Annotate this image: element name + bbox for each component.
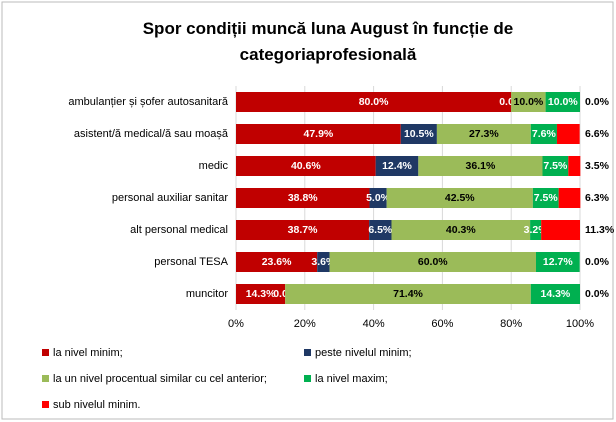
bar-segment — [530, 284, 580, 304]
bar-segment — [545, 92, 580, 112]
bar-segment — [236, 252, 318, 272]
bar-segment — [317, 252, 330, 272]
bar-segment — [556, 124, 580, 144]
value-label: 10.0% — [548, 96, 578, 108]
value-label: 10.5% — [404, 128, 434, 140]
value-label: 14.3% — [246, 288, 276, 300]
legend-label: la nivel minim; — [53, 347, 123, 359]
value-label: 12.4% — [382, 160, 412, 172]
value-label: 40.3% — [446, 224, 476, 236]
bar-segment — [436, 124, 531, 144]
x-tick-label: 20% — [294, 318, 316, 330]
bar-segment — [236, 220, 370, 240]
value-label: 36.1% — [466, 160, 496, 172]
x-tick-label: 100% — [566, 318, 594, 330]
bar-segment — [236, 92, 512, 112]
legend-label: la nivel maxim; — [315, 373, 388, 385]
bar-segment — [535, 252, 580, 272]
y-tick-label: alt personal medical — [130, 224, 228, 236]
value-label: 60.0% — [418, 256, 448, 268]
value-label: 38.8% — [288, 192, 318, 204]
value-label: 6.3% — [585, 192, 610, 204]
legend-label: peste nivelul minim; — [315, 347, 412, 359]
bar-segment — [530, 124, 557, 144]
legend-swatch — [42, 349, 49, 356]
bar-segment — [236, 124, 401, 144]
value-label: 12.7% — [543, 256, 573, 268]
value-label: 27.3% — [469, 128, 499, 140]
bar-segment — [329, 252, 536, 272]
value-label: 7.6% — [532, 128, 557, 140]
x-tick-label: 60% — [431, 318, 453, 330]
bar-segment — [236, 284, 286, 304]
legend-label: la un nivel procentual similar cu cel an… — [53, 373, 267, 385]
y-tick-label: muncitor — [186, 288, 229, 300]
bar-segment — [391, 220, 531, 240]
y-tick-label: ambulanțier și șofer autosanitară — [68, 96, 228, 108]
value-label: 71.4% — [393, 288, 423, 300]
bar-segment — [532, 188, 559, 208]
bar-segment — [511, 92, 546, 112]
value-label: 7.5% — [543, 160, 568, 172]
bar-segment — [530, 220, 542, 240]
x-tick-label: 0% — [228, 318, 244, 330]
bar-segment — [369, 220, 392, 240]
value-label: 42.5% — [445, 192, 475, 204]
value-label: 11.3% — [585, 224, 615, 236]
value-label: 14.3% — [541, 288, 571, 300]
bar-segment — [386, 188, 533, 208]
legend-swatch — [42, 401, 49, 408]
bar-segment — [568, 156, 581, 176]
y-tick-label: asistent/ă medical/ă sau moașă — [74, 128, 229, 140]
bar-segment — [375, 156, 419, 176]
bar-segment — [236, 188, 370, 208]
value-label: 38.7% — [288, 224, 318, 236]
bar-segment — [542, 156, 569, 176]
legend-swatch — [304, 349, 311, 356]
value-label: 5.0% — [366, 192, 391, 204]
x-tick-label: 80% — [500, 318, 522, 330]
legend-swatch — [304, 375, 311, 382]
bar-segment — [285, 284, 531, 304]
value-label: 80.0% — [359, 96, 389, 108]
bar-segment — [236, 156, 376, 176]
value-label: 47.9% — [303, 128, 333, 140]
legend-label: sub nivelul minim. — [53, 399, 140, 411]
bar-segment — [400, 124, 437, 144]
value-label: 3.5% — [585, 160, 610, 172]
y-tick-label: medic — [199, 160, 229, 172]
value-label: 0.0% — [585, 256, 610, 268]
value-label: 7.5% — [534, 192, 559, 204]
value-label: 6.5% — [368, 224, 393, 236]
bar-segment — [558, 188, 581, 208]
legend-swatch — [42, 375, 49, 382]
y-tick-label: personal auxiliar sanitar — [112, 192, 229, 204]
bar-segment — [541, 220, 580, 240]
value-label: 10.0% — [514, 96, 544, 108]
value-label: 0.0% — [585, 96, 610, 108]
y-tick-label: personal TESA — [154, 256, 228, 268]
value-label: 40.6% — [291, 160, 321, 172]
bar-segment — [369, 188, 387, 208]
value-label: 23.6% — [262, 256, 292, 268]
bar-segment — [418, 156, 543, 176]
value-label: 6.6% — [585, 128, 610, 140]
value-label: 0.0% — [585, 288, 610, 300]
x-tick-label: 40% — [363, 318, 385, 330]
chart-title: Spor condiții muncă luna August în funcț… — [142, 19, 514, 64]
